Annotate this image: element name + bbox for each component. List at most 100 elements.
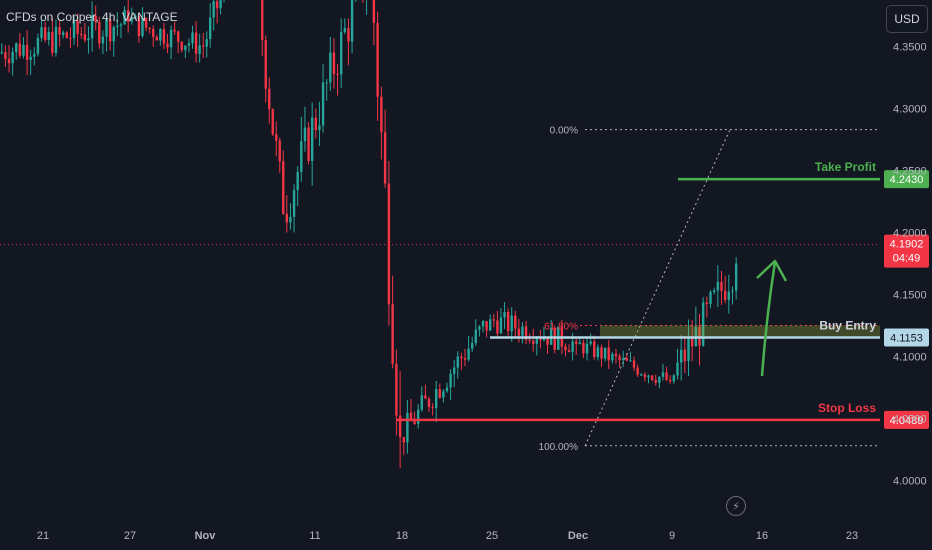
candle-body <box>690 338 694 347</box>
take-profit-label: Take Profit <box>815 160 876 174</box>
candle-body <box>205 39 208 47</box>
fib-level-label: 61.80% <box>544 322 578 333</box>
price-axis[interactable]: 4.45004.40004.35004.30004.25004.20004.15… <box>893 0 927 488</box>
candle-body <box>159 29 162 41</box>
candle-body <box>471 342 474 349</box>
candle-body <box>589 341 592 344</box>
candle-body <box>575 341 578 345</box>
candle-body <box>51 32 54 53</box>
candle-body <box>435 388 438 409</box>
candle-body <box>380 96 383 133</box>
price-tag <box>884 170 929 189</box>
candle-body <box>424 395 427 399</box>
x-tick-label: 21 <box>37 530 49 542</box>
candle-body <box>40 27 43 38</box>
candle-body <box>80 33 83 35</box>
candle-body <box>600 347 603 359</box>
candle-body <box>395 363 398 416</box>
candle-body <box>108 19 112 42</box>
candle-body <box>202 45 205 47</box>
candle-body <box>398 415 402 438</box>
drawing-overlays: 0.00% 61.80% 100.00% Take Profit 4.2430 Buy E… <box>0 126 929 453</box>
candle-body <box>332 52 336 75</box>
candle-body <box>503 311 506 318</box>
candle-body <box>123 10 126 25</box>
candle-body <box>15 43 18 53</box>
candle-body <box>665 372 668 380</box>
candle-body <box>420 395 423 410</box>
candle-body <box>87 38 90 41</box>
candle-body <box>614 353 618 357</box>
candle-body <box>629 360 632 362</box>
candle-body <box>116 25 119 27</box>
candle-body <box>417 409 420 424</box>
candle-body <box>166 43 169 48</box>
candle-body <box>94 15 97 22</box>
candle-body <box>585 343 589 354</box>
candle-body <box>676 362 679 376</box>
price-tag-value: 4.1153 <box>890 333 923 345</box>
y-tick-label: 4.1500 <box>893 290 927 302</box>
candle-body <box>307 127 310 162</box>
candle-body <box>72 20 76 39</box>
candle-body <box>514 315 517 329</box>
candle-body <box>141 17 144 36</box>
candle-body <box>289 216 292 223</box>
candle-body <box>593 341 596 358</box>
candle-body <box>219 0 222 9</box>
candle-body <box>191 32 194 44</box>
candle-body <box>668 379 672 382</box>
candle-body <box>372 0 376 23</box>
candle-body <box>119 24 123 26</box>
candle-body <box>712 290 716 293</box>
candle-body <box>636 367 639 375</box>
candle-body <box>22 44 25 56</box>
candle-body <box>36 37 40 54</box>
candle-body <box>152 29 155 37</box>
candle-body <box>296 171 299 191</box>
candle-body <box>687 338 690 362</box>
candle-body <box>4 52 7 59</box>
currency-button[interactable]: USD <box>886 5 928 33</box>
price-tag <box>884 328 929 347</box>
candle-body <box>173 29 176 32</box>
candle-body <box>347 28 350 42</box>
candle-body <box>521 326 524 336</box>
candle-body <box>489 319 492 331</box>
candle-body <box>180 41 183 51</box>
candle-body <box>7 58 11 64</box>
candle-body <box>187 43 191 46</box>
candle-body <box>25 44 29 60</box>
candle-body <box>640 374 643 376</box>
candle-body <box>727 291 731 300</box>
candle-body <box>83 34 87 41</box>
candle-body <box>69 37 72 39</box>
target-arrow <box>760 261 777 377</box>
candle-body <box>318 125 321 131</box>
candle-body <box>268 88 271 110</box>
candle-body <box>285 213 289 223</box>
time-axis[interactable]: 21 27 Nov 11 18 25 Dec 9 16 23 <box>37 530 858 542</box>
y-tick-label: 4.2500 <box>893 166 927 178</box>
candle-body <box>578 342 582 345</box>
candle-body <box>621 358 625 361</box>
x-tick-label: 25 <box>486 530 498 542</box>
candle-body <box>376 22 379 97</box>
candle-body <box>101 36 105 44</box>
candle-body <box>343 28 347 32</box>
candle-body <box>607 347 610 361</box>
candle-body <box>134 15 137 19</box>
fib-trend-line <box>584 129 731 446</box>
candle-body <box>683 349 687 362</box>
candle-body <box>155 36 158 41</box>
candle-body <box>271 109 274 135</box>
candle-body <box>406 412 409 443</box>
candle-body <box>716 281 720 291</box>
lightning-icon[interactable]: ⚡ <box>726 496 746 516</box>
x-tick-label: Dec <box>568 530 588 542</box>
candle-body <box>0 52 4 54</box>
candle-body <box>539 338 542 341</box>
candle-body <box>720 281 723 291</box>
candle-body <box>383 132 387 184</box>
